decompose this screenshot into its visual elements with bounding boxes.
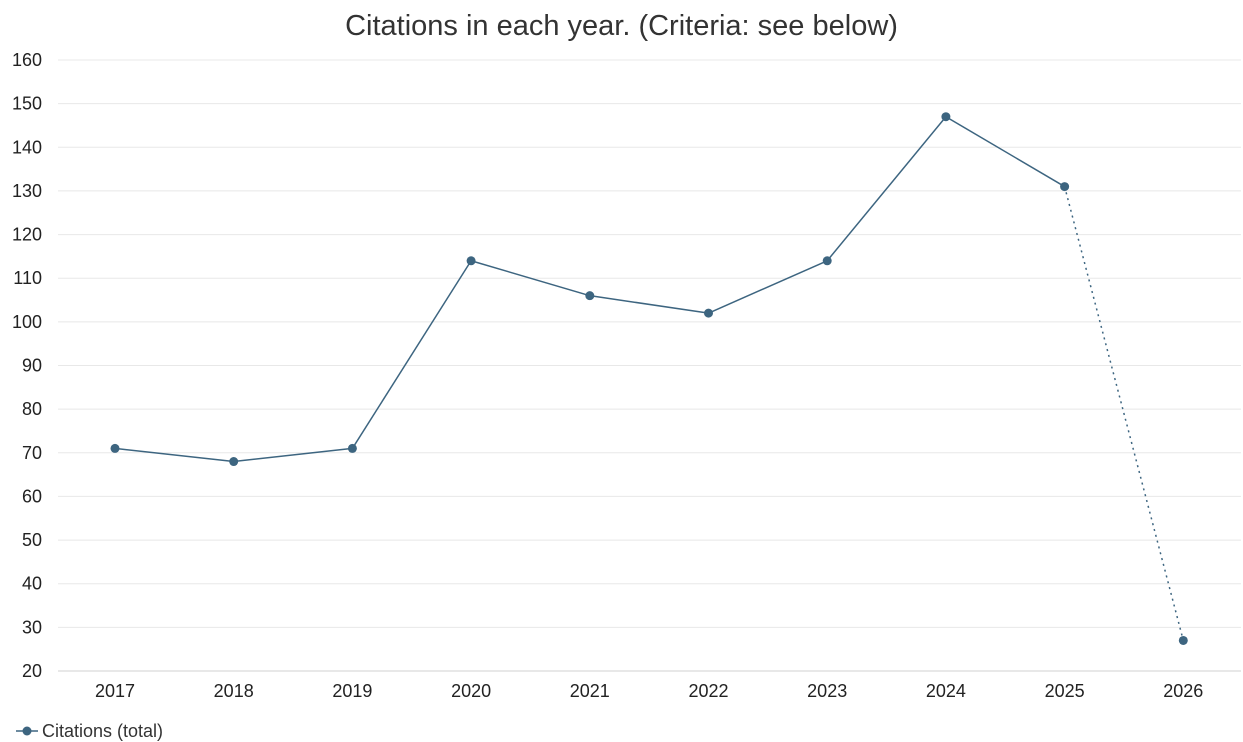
series-segment <box>826 116 947 262</box>
line-chart: 20 30 40 50 60 70 80 90 100 110 120 130 140 150 160 20… <box>12 50 1241 701</box>
x-tick-label-2023: 2023 <box>807 681 847 701</box>
data-point-2025[interactable] <box>1060 182 1070 192</box>
y-tick-label-50: 50 <box>22 530 42 550</box>
x-tick-label-2025: 2025 <box>1045 681 1085 701</box>
gridlines <box>58 59 1241 672</box>
series-segment <box>945 116 1065 188</box>
y-tick-label-150: 150 <box>12 94 42 114</box>
y-tick-label-70: 70 <box>22 443 42 463</box>
series-segment-projected <box>1063 186 1185 641</box>
data-point-2023[interactable] <box>822 256 832 266</box>
x-tick-label-2022: 2022 <box>688 681 728 701</box>
x-tick-label-2019: 2019 <box>332 681 372 701</box>
x-axis-ticks: 2017 2018 2019 2020 2021 2022 2023 2024 2025 2026 <box>95 681 1203 701</box>
series-segment <box>233 447 353 463</box>
series-segment <box>708 260 828 314</box>
series-points <box>110 112 1188 645</box>
y-tick-label-60: 60 <box>22 486 42 506</box>
x-tick-label-2017: 2017 <box>95 681 135 701</box>
series-segment <box>114 447 234 463</box>
data-point-2017[interactable] <box>110 443 120 453</box>
x-tick-label-2021: 2021 <box>570 681 610 701</box>
data-point-2018[interactable] <box>229 457 239 467</box>
y-tick-label-20: 20 <box>22 661 42 681</box>
data-point-2020[interactable] <box>466 256 476 266</box>
y-tick-label-120: 120 <box>12 225 42 245</box>
y-tick-label-160: 160 <box>12 50 42 70</box>
y-tick-label-30: 30 <box>22 617 42 637</box>
y-tick-label-130: 130 <box>12 181 42 201</box>
series-segment <box>589 294 709 314</box>
y-tick-label-100: 100 <box>12 312 42 332</box>
data-point-2021[interactable] <box>585 291 595 301</box>
y-axis-ticks: 20 30 40 50 60 70 80 90 100 110 120 130 140 150 160 <box>12 50 42 681</box>
y-tick-label-140: 140 <box>12 137 42 157</box>
legend-label: Citations (total) <box>42 720 164 741</box>
chart-title: Citations in each year. (Criteria: see b… <box>345 10 898 42</box>
series-segment <box>351 260 472 449</box>
data-point-2024[interactable] <box>941 112 951 122</box>
y-tick-label-110: 110 <box>13 268 42 288</box>
y-tick-label-80: 80 <box>22 399 42 419</box>
x-tick-label-2018: 2018 <box>214 681 254 701</box>
data-point-2019[interactable] <box>347 443 357 453</box>
y-tick-label-40: 40 <box>22 574 42 594</box>
y-tick-label-90: 90 <box>22 356 42 376</box>
legend[interactable]: Citations (total) <box>16 720 163 742</box>
series-segment <box>470 260 591 297</box>
data-point-2022[interactable] <box>704 308 713 318</box>
legend-marker-icon <box>16 726 38 736</box>
x-tick-label-2026: 2026 <box>1163 681 1203 701</box>
x-tick-label-2020: 2020 <box>451 681 491 701</box>
x-tick-label-2024: 2024 <box>926 681 966 701</box>
data-point-2026[interactable] <box>1178 635 1188 645</box>
series-line <box>114 116 1185 641</box>
